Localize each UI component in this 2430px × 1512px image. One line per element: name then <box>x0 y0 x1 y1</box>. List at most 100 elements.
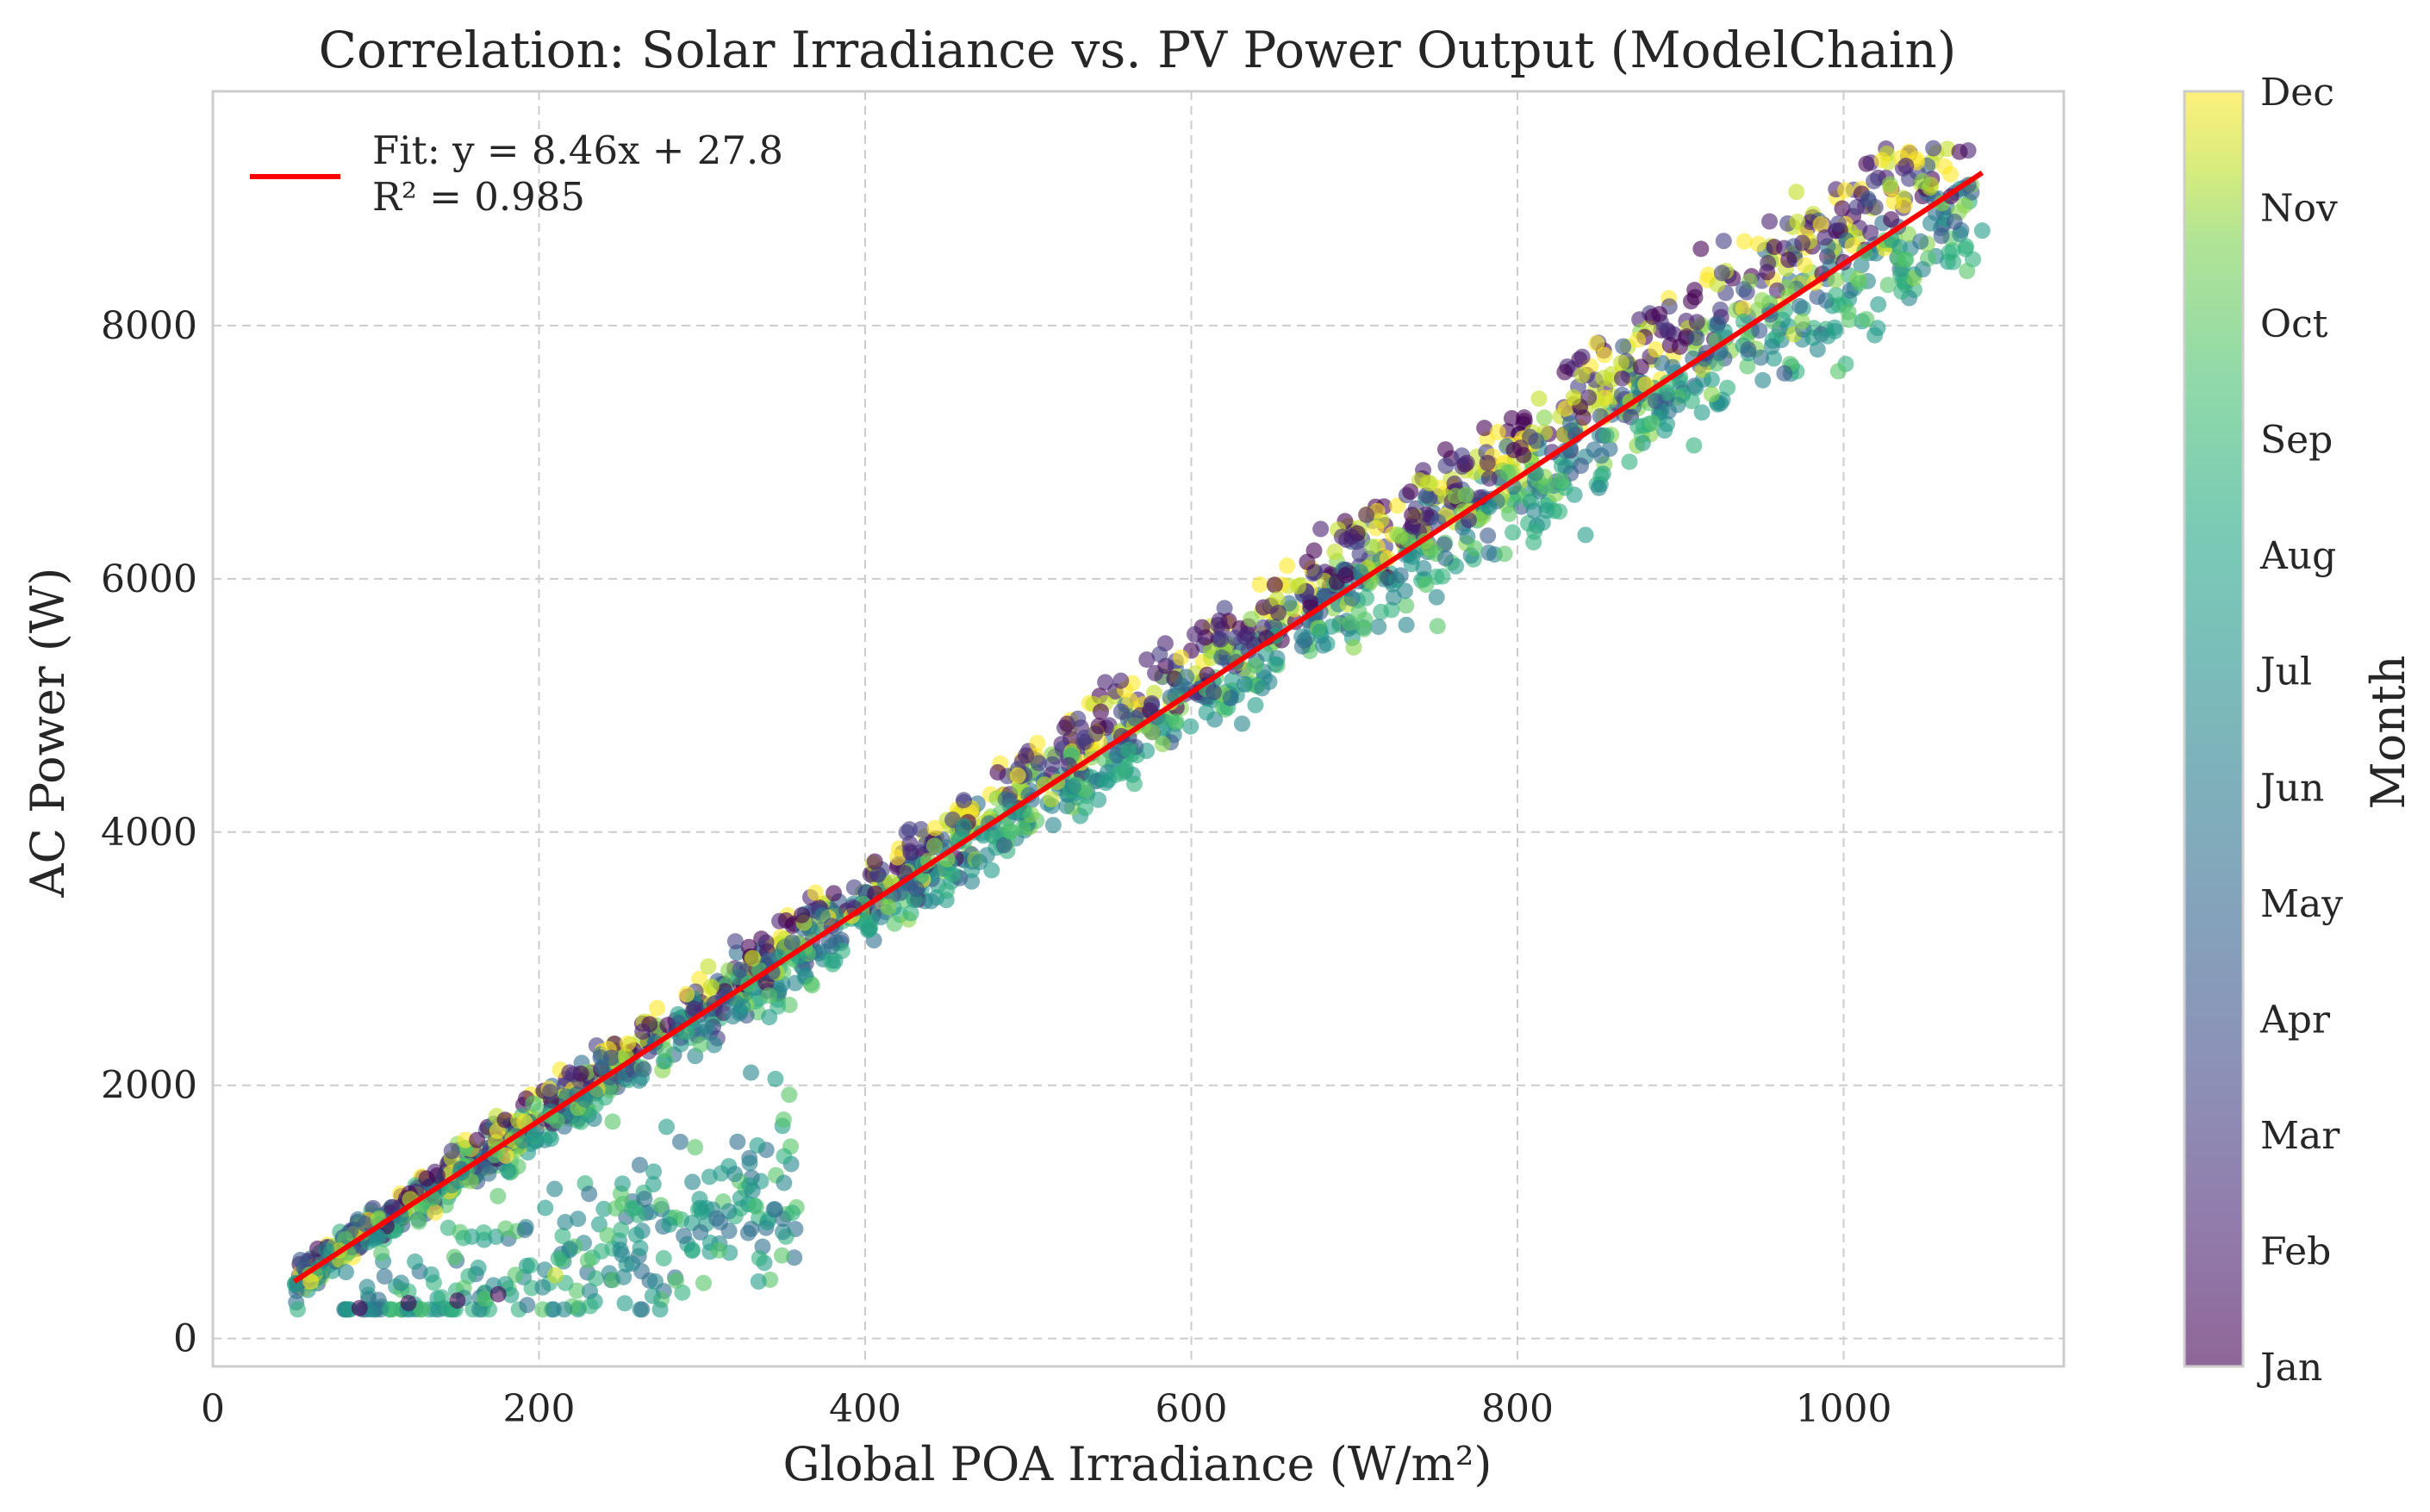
scatter-point <box>318 1241 335 1259</box>
scatter-point <box>1643 414 1660 432</box>
scatter-point <box>1890 250 1907 267</box>
scatter-point <box>1862 224 1879 241</box>
scatter-point <box>373 1245 390 1262</box>
x-axis-ticks: 0 200 400 600 800 1000 <box>201 1387 1892 1431</box>
scatter-point <box>1336 567 1354 584</box>
colorbar-tick-label: Dec <box>2260 71 2334 115</box>
scatter-point <box>337 1264 354 1281</box>
scatter-point <box>646 1272 664 1290</box>
scatter-point <box>1735 300 1752 317</box>
scatter-point <box>1457 486 1474 503</box>
scatter-point <box>500 1162 517 1179</box>
scatter-point <box>534 1279 551 1296</box>
colorbar-tick-label: Jul <box>2257 650 2312 694</box>
scatter-point <box>645 1163 663 1180</box>
scatter-point <box>1615 338 1632 355</box>
scatter-point <box>1213 649 1231 666</box>
scatter-point <box>1247 696 1264 713</box>
scatter-point <box>616 1295 633 1312</box>
scatter-point <box>1345 638 1362 656</box>
scatter-point <box>913 821 930 838</box>
scatter-point <box>1538 502 1555 520</box>
y-tick-label: 8000 <box>101 304 197 348</box>
y-tick-label: 0 <box>173 1317 197 1361</box>
scatter-point <box>749 1137 766 1154</box>
scatter-point <box>1751 322 1768 339</box>
scatter-point <box>614 1175 631 1192</box>
scatter-point <box>1422 475 1439 492</box>
x-tick-label: 400 <box>829 1387 901 1431</box>
scatter-point <box>1776 364 1793 382</box>
scatter-point <box>587 1270 604 1287</box>
scatter-point <box>1480 470 1498 487</box>
scatter-point <box>983 862 1000 879</box>
scatter-point <box>475 1224 492 1241</box>
scatter-point <box>581 1185 598 1203</box>
scatter-point <box>720 1203 738 1220</box>
scatter-point <box>1356 611 1374 628</box>
scatter-point <box>1703 371 1720 389</box>
scatter-point <box>889 849 907 866</box>
scatter-point <box>1754 371 1772 389</box>
scatter-point <box>1247 657 1264 675</box>
scatter-point <box>1573 366 1591 383</box>
scatter-point <box>1829 363 1847 380</box>
scatter-point <box>1789 213 1806 230</box>
scatter-point <box>676 1227 693 1244</box>
scatter-point <box>1460 512 1477 529</box>
scatter-point <box>1343 590 1361 607</box>
scatter-point <box>1629 331 1647 348</box>
scatter-point <box>1363 538 1380 556</box>
scatter-point <box>433 1289 450 1306</box>
scatter-point <box>1794 234 1811 252</box>
scatter-point <box>661 1216 678 1233</box>
scatter-point <box>649 999 666 1017</box>
scatter-point <box>1251 576 1268 594</box>
scatter-point <box>1069 710 1087 727</box>
scatter-point <box>1503 410 1520 427</box>
scatter-point <box>696 1018 713 1036</box>
scatter-point <box>1688 329 1705 346</box>
scatter-point <box>1740 341 1757 358</box>
scatter-point <box>1267 656 1284 673</box>
scatter-point <box>826 952 844 969</box>
scatter-point <box>1941 244 1958 261</box>
scatter-point <box>784 1204 801 1222</box>
scatter-point <box>678 986 695 1003</box>
scatter-point <box>1682 293 1699 310</box>
scatter-point <box>1342 614 1359 632</box>
scatter-point <box>624 1255 641 1272</box>
scatter-point <box>1418 576 1435 594</box>
colorbar-tick-label: Jan <box>2257 1346 2322 1390</box>
scatter-point <box>1389 497 1406 514</box>
scatter-point <box>971 854 988 871</box>
scatter-point <box>1816 229 1834 246</box>
scatter-point <box>1289 577 1306 594</box>
scatter-point <box>1266 576 1283 594</box>
scatter-point <box>1573 348 1591 365</box>
legend-r2-label: R² = 0.985 <box>372 174 585 220</box>
scatter-point <box>1565 389 1582 406</box>
scatter-point <box>1956 196 1973 214</box>
scatter-point <box>1002 823 1019 840</box>
scatter-point <box>407 1253 424 1270</box>
scatter-point <box>525 1095 542 1112</box>
scatter-point <box>955 792 972 809</box>
scatter-point <box>687 1139 704 1156</box>
scatter-point <box>1951 143 1968 160</box>
scatter-point <box>1392 567 1409 584</box>
scatter-point <box>1125 775 1143 793</box>
scatter-point <box>671 1133 688 1150</box>
scatter-point <box>568 1282 585 1299</box>
scatter-point <box>1326 543 1343 560</box>
scatter-point <box>1515 446 1532 464</box>
colorbar-tick-label: Oct <box>2260 302 2328 346</box>
scatter-point <box>557 1214 574 1231</box>
scatter-point <box>595 1200 613 1217</box>
scatter-point <box>1858 311 1875 328</box>
scatter-point <box>1119 741 1137 758</box>
scatter-point <box>1693 404 1710 421</box>
scatter-point <box>1205 683 1222 700</box>
scatter-point <box>1556 364 1573 381</box>
x-tick-label: 600 <box>1156 1387 1228 1431</box>
